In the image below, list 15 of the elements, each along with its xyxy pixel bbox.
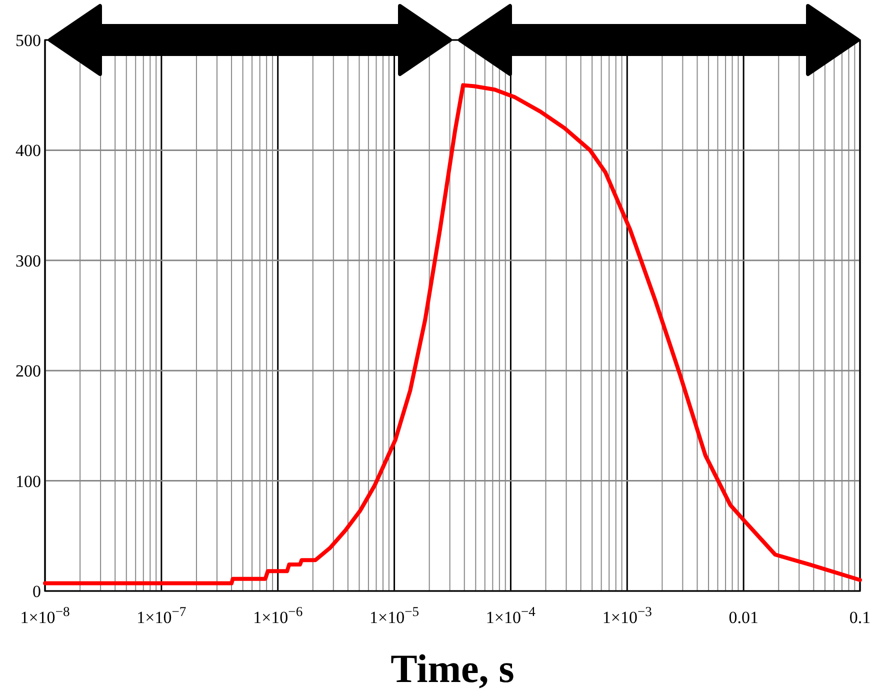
x-tick-label: 1×10$^{−4}$ [486, 604, 536, 627]
x-tick-label: 1×10$^{−6}$ [253, 604, 303, 627]
x-tick-label: 1×10$^{−3}$ [602, 604, 652, 627]
x-axis-title: Time, s [390, 646, 514, 691]
x-tick-label: 0.01 [728, 608, 758, 627]
y-tick-label: 200 [16, 362, 41, 381]
x-tick-label: 1×10$^{−5}$ [370, 604, 420, 627]
x-tick-label: 1×10$^{−7}$ [136, 604, 186, 627]
x-tick-label: 1×10$^{−8}$ [20, 604, 70, 627]
y-tick-label: 500 [16, 31, 41, 50]
y-tick-label: 0 [32, 582, 41, 601]
y-tick-label: 100 [16, 472, 41, 491]
y-tick-label: 300 [16, 251, 41, 270]
x-tick-label: 0.1 [849, 608, 871, 627]
y-tick-label: 400 [16, 141, 41, 160]
